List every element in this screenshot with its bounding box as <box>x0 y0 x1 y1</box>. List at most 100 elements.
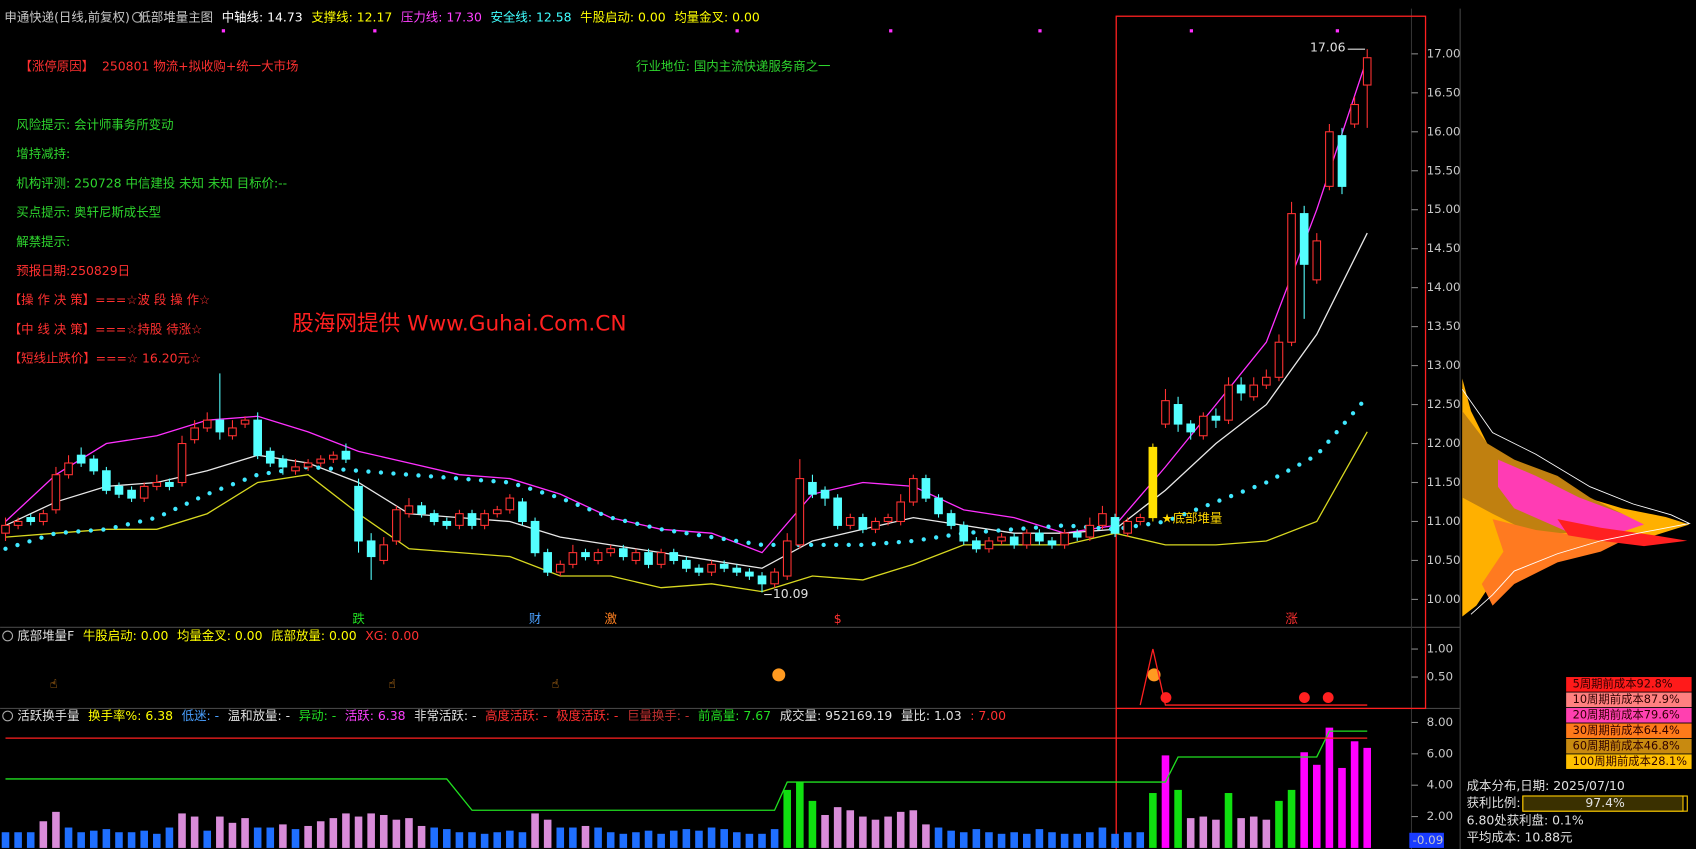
y-tick-label: 17.00 <box>1427 46 1461 60</box>
candle-body <box>114 485 124 495</box>
turnover-bar <box>506 830 514 848</box>
panel-header: 底部堆量F 牛股启动: 0.00 均量金叉: 0.00 底部放量: 0.00 XG: 0… <box>17 627 419 642</box>
header-item: 安全线: 12.58 <box>491 9 572 24</box>
header-item: 前高量: 7.67 <box>698 707 771 722</box>
turnover-bar <box>1212 819 1220 848</box>
y-tick-label: 2.00 <box>1427 809 1453 823</box>
candle-body <box>543 552 552 573</box>
highlight-box <box>1115 15 1427 710</box>
y-tick-label: 12.00 <box>1427 436 1461 450</box>
turnover-bar <box>884 816 892 848</box>
legend-entry: 30周期前成本64.4% <box>1573 723 1680 737</box>
turnover-bar <box>695 830 703 848</box>
turnover-bar <box>1199 816 1208 848</box>
indicator-icon[interactable] <box>132 11 143 23</box>
turnover-bar <box>1010 832 1018 848</box>
turnover-bar <box>26 832 35 848</box>
candle-body <box>871 520 880 530</box>
header-item: 压力线: 17.30 <box>401 9 482 24</box>
watermark: 股海网提供 Www.Guhai.Com.CN <box>292 311 627 336</box>
candle-body <box>1161 400 1170 425</box>
candle-body <box>240 419 250 425</box>
candle-body <box>694 567 704 573</box>
y-tick-label: 13.00 <box>1427 358 1461 372</box>
header-item: 中轴线: 14.73 <box>222 9 303 24</box>
candle-body <box>253 419 262 456</box>
turnover-bar <box>1136 832 1145 848</box>
turnover-bar <box>455 832 464 848</box>
candle-body <box>682 559 691 569</box>
candle-body <box>984 540 994 550</box>
turnover-bar <box>733 832 741 848</box>
line <box>1139 648 1368 706</box>
turnover-bar <box>1287 789 1296 848</box>
turnover-bar <box>632 832 640 848</box>
turnover-bar <box>140 830 148 848</box>
indicator-icon[interactable] <box>2 710 14 722</box>
legend-entry: 10周期前成本87.9% <box>1573 692 1680 706</box>
header-item: 支撑线: 12.17 <box>311 9 392 24</box>
layout: ☝ ☝ ☝ <box>0 8 1691 849</box>
candle-body <box>152 481 162 487</box>
turnover-bar <box>1022 833 1031 848</box>
turnover-bar <box>846 810 855 848</box>
legend-swatch <box>1566 723 1692 739</box>
candle-body <box>165 481 174 487</box>
y-tick-label: 15.00 <box>1427 202 1461 216</box>
legend-swatch <box>1566 692 1692 708</box>
candle-body <box>1148 446 1158 519</box>
top-ticks <box>221 29 1340 33</box>
header-item: 高度活跃: - <box>485 707 547 722</box>
y-tick-label: 4.00 <box>1427 778 1453 792</box>
legend-swatch <box>1566 754 1692 769</box>
turnover-bar <box>833 807 842 848</box>
legend-swatch <box>1566 677 1692 692</box>
turnover-bar <box>997 833 1006 848</box>
turnover-bar <box>316 821 325 848</box>
candle-body <box>1362 57 1372 86</box>
turnover-bar <box>594 827 602 848</box>
candle-body <box>177 442 187 484</box>
candle-body <box>442 520 452 526</box>
turnover-bar <box>443 829 451 848</box>
candle-body <box>1022 532 1032 546</box>
candle-body <box>896 501 906 523</box>
header-item: 非常活跃: - <box>414 707 476 722</box>
turnover-bar <box>405 818 413 848</box>
hand-icon: ☝ <box>50 676 58 691</box>
candle-body <box>303 462 313 468</box>
turnover-bar <box>657 833 665 848</box>
legend-swatch <box>1566 707 1692 723</box>
line <box>5 730 1368 811</box>
candle-body <box>858 517 868 530</box>
candle-body <box>51 474 61 511</box>
turnover-bar <box>14 832 22 848</box>
candle-body <box>770 571 779 585</box>
turnover-bar <box>985 832 993 848</box>
candle-body <box>1224 384 1233 421</box>
turnover-bar <box>619 833 628 848</box>
candle-body <box>1274 341 1284 378</box>
candle-body <box>1035 532 1044 542</box>
candle-body <box>13 520 23 526</box>
profit-label: 获利比例: <box>1467 795 1521 810</box>
indicator-icon[interactable] <box>2 630 14 642</box>
turnover-bar <box>1035 829 1044 848</box>
candle-body <box>1287 213 1296 343</box>
turnover-bar <box>1149 793 1157 848</box>
turnover-bar <box>241 818 249 848</box>
turnover-bar <box>783 789 792 848</box>
turnover-bar <box>909 810 918 848</box>
candle-body <box>1110 517 1120 534</box>
turnover-bar <box>178 813 186 848</box>
candle-body <box>732 567 742 573</box>
candle-body <box>908 478 918 503</box>
turnover-bar <box>342 813 350 848</box>
turnover-bar <box>190 816 199 848</box>
candle-body <box>593 552 603 561</box>
candle-body <box>341 450 351 460</box>
turnover-bar <box>329 818 338 848</box>
turnover-bar <box>1048 832 1056 848</box>
candle-body <box>518 501 527 523</box>
candle-body <box>190 427 199 441</box>
